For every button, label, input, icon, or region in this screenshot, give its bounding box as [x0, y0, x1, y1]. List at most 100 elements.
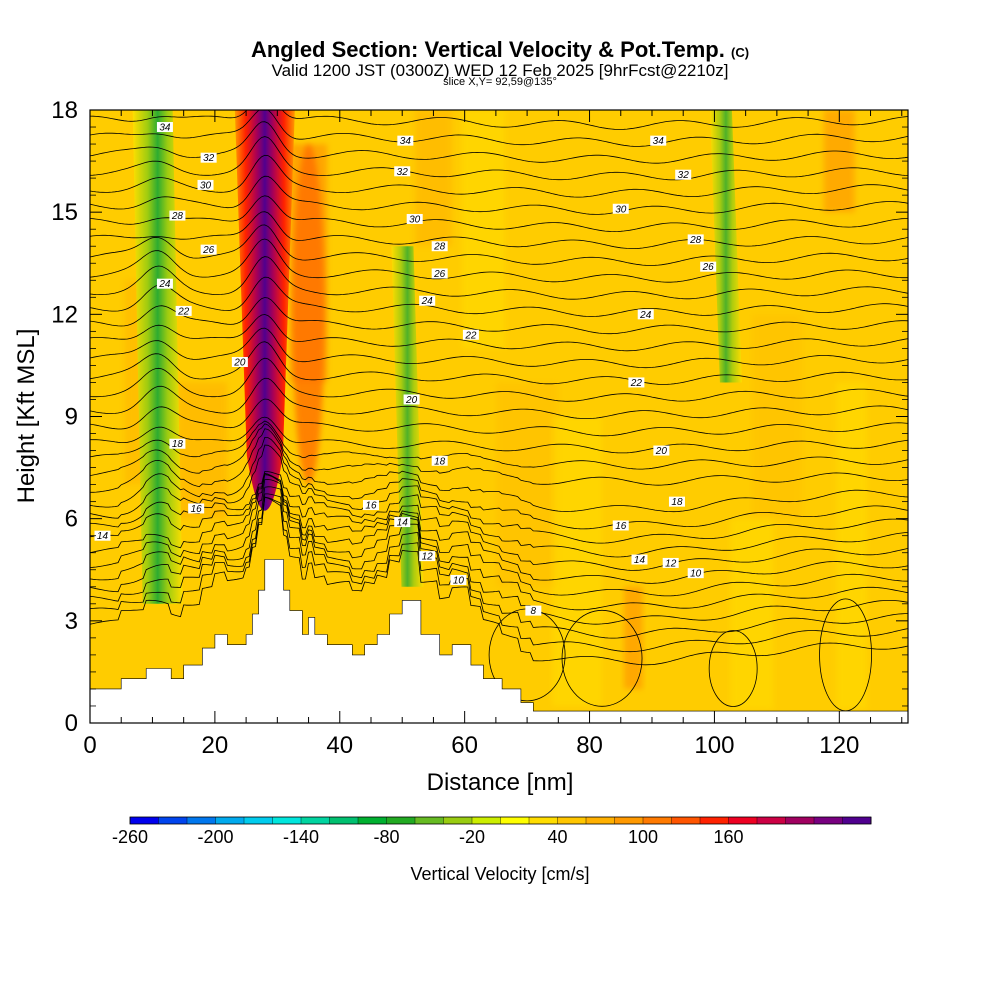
- colorbar-tick-label: -80: [373, 827, 399, 847]
- contour-label: 28: [687, 234, 704, 246]
- contour-label-bg: [397, 135, 414, 146]
- contour-label-text: 30: [615, 204, 627, 215]
- colorbar-swatch: [130, 817, 159, 824]
- contour-label: 18: [169, 438, 186, 450]
- colorbar-swatch: [814, 817, 843, 824]
- contour-label-bg: [687, 568, 704, 579]
- contour-label-text: 32: [397, 167, 409, 178]
- axis-ticks: 0 20 40 60 80 100 120 0 3 6 9 12 15 18: [51, 97, 908, 759]
- contour-label-text: 24: [639, 310, 652, 321]
- colorbar-swatch: [586, 817, 615, 824]
- terrain: [89, 559, 909, 724]
- contour-label-bg: [650, 135, 667, 146]
- theta-contours: [90, 110, 908, 712]
- colorbar-swatch: [329, 817, 359, 824]
- contour-label-text: 14: [397, 518, 409, 529]
- closed-contour: [708, 630, 758, 707]
- contour-label: 22: [462, 329, 479, 341]
- contour-label-text: 20: [233, 358, 246, 369]
- y-tick-label: 0: [65, 710, 78, 737]
- contour-label-text: 30: [200, 180, 212, 191]
- contour-label-bg: [628, 377, 645, 388]
- theta-contour: [90, 238, 908, 283]
- colorbar-swatch: [614, 817, 644, 824]
- shade-patch: [496, 382, 559, 587]
- closed-contour: [561, 609, 643, 707]
- contour-label-bg: [394, 517, 411, 528]
- contour-label-bg: [431, 268, 448, 279]
- contour-label-bg: [525, 605, 542, 616]
- contour-label-bg: [419, 551, 436, 562]
- x-axis-label: Distance [nm]: [427, 769, 574, 796]
- contour-label: 12: [419, 551, 436, 563]
- contour-label-bg: [653, 445, 670, 456]
- contour-label-text: 30: [409, 214, 421, 225]
- colorbar-swatch: [671, 817, 701, 824]
- contour-label-bg: [197, 179, 214, 190]
- shade-patch: [752, 314, 802, 519]
- contour-label: 12: [662, 557, 679, 569]
- contour-label-bg: [419, 295, 436, 306]
- theta-contour: [90, 428, 908, 513]
- contour-label-text: 32: [203, 153, 215, 164]
- contour-label: 32: [200, 152, 217, 164]
- theta-contour: [90, 256, 908, 300]
- y-axis-label: Height [Kft MSL]: [13, 329, 40, 504]
- contour-label-text: 26: [702, 262, 715, 273]
- y-tick-label: 6: [65, 506, 78, 533]
- contour-label-bg: [662, 557, 679, 568]
- theta-contour: [90, 436, 908, 530]
- contour-label: 16: [612, 520, 629, 532]
- theta-contour: [90, 398, 908, 437]
- shade-patch: [177, 382, 228, 519]
- theta-contour: [90, 416, 908, 454]
- contour-label: 20: [403, 394, 420, 406]
- theta-contour: [90, 474, 908, 597]
- shade-patch: [414, 110, 453, 247]
- colorbar-swatch: [358, 817, 387, 824]
- theta-contour: [90, 377, 908, 419]
- contour-label: 22: [175, 305, 192, 317]
- contour-label-bg: [94, 530, 111, 541]
- theta-contour: [90, 420, 908, 470]
- y-tick-label: 9: [65, 404, 78, 431]
- theta-contour: [90, 136, 908, 181]
- colorbar-swatch: [443, 817, 473, 824]
- colorbar-tick-label: -20: [459, 827, 485, 847]
- theta-contour: [90, 121, 908, 164]
- theta-contour: [90, 154, 908, 198]
- contour-label: 24: [419, 295, 436, 307]
- colorbar-swatch: [500, 817, 530, 824]
- contour-label: 30: [197, 179, 214, 191]
- colorbar-swatch: [785, 817, 815, 824]
- contour-label-bg: [156, 278, 173, 289]
- contour-label-bg: [700, 261, 717, 272]
- contour-label-bg: [631, 554, 648, 565]
- colorbar-swatch: [386, 817, 416, 824]
- contour-label: 24: [637, 309, 654, 321]
- contour-label: 28: [431, 241, 448, 253]
- theta-contour: [90, 444, 908, 544]
- colorbar-swatch: [529, 817, 558, 824]
- updraft-core: [292, 144, 325, 485]
- theta-contour: [90, 314, 908, 352]
- contour-label-bg: [156, 122, 173, 133]
- theta-contour: [90, 175, 908, 215]
- x-tick-label: 60: [451, 732, 478, 759]
- contour-label-bg: [675, 169, 692, 180]
- y-tick-label: 18: [51, 97, 78, 124]
- contour-label: 26: [431, 268, 448, 280]
- chart-subtitle: Valid 1200 JST (0300Z) WED 12 Feb 2025 […: [271, 61, 729, 80]
- contour-label-text: 12: [422, 552, 434, 563]
- theta-contour: [90, 224, 908, 266]
- contour-label: 14: [631, 554, 648, 566]
- theta-contour: [90, 423, 908, 486]
- contour-label-bg: [200, 152, 217, 163]
- contour-label: 16: [362, 500, 379, 512]
- contour-label: 16: [188, 503, 205, 515]
- contour-label-bg: [362, 500, 379, 511]
- theta-contour: [90, 473, 908, 571]
- light-band: [836, 382, 868, 710]
- colorbar-swatch: [301, 817, 330, 824]
- contour-label-bg: [612, 203, 629, 214]
